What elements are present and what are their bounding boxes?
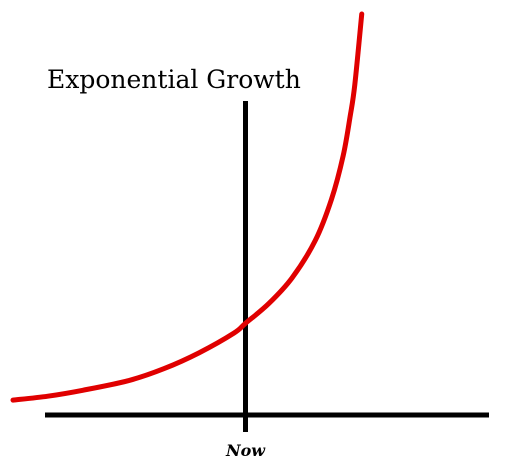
- axes: [45, 101, 489, 432]
- series-line-0: [10, 11, 365, 403]
- tick-layer: Now: [225, 441, 266, 460]
- x-tick-label: Now: [225, 441, 266, 460]
- series-layer: [10, 11, 365, 403]
- chart-title: Exponential Growth: [47, 65, 301, 94]
